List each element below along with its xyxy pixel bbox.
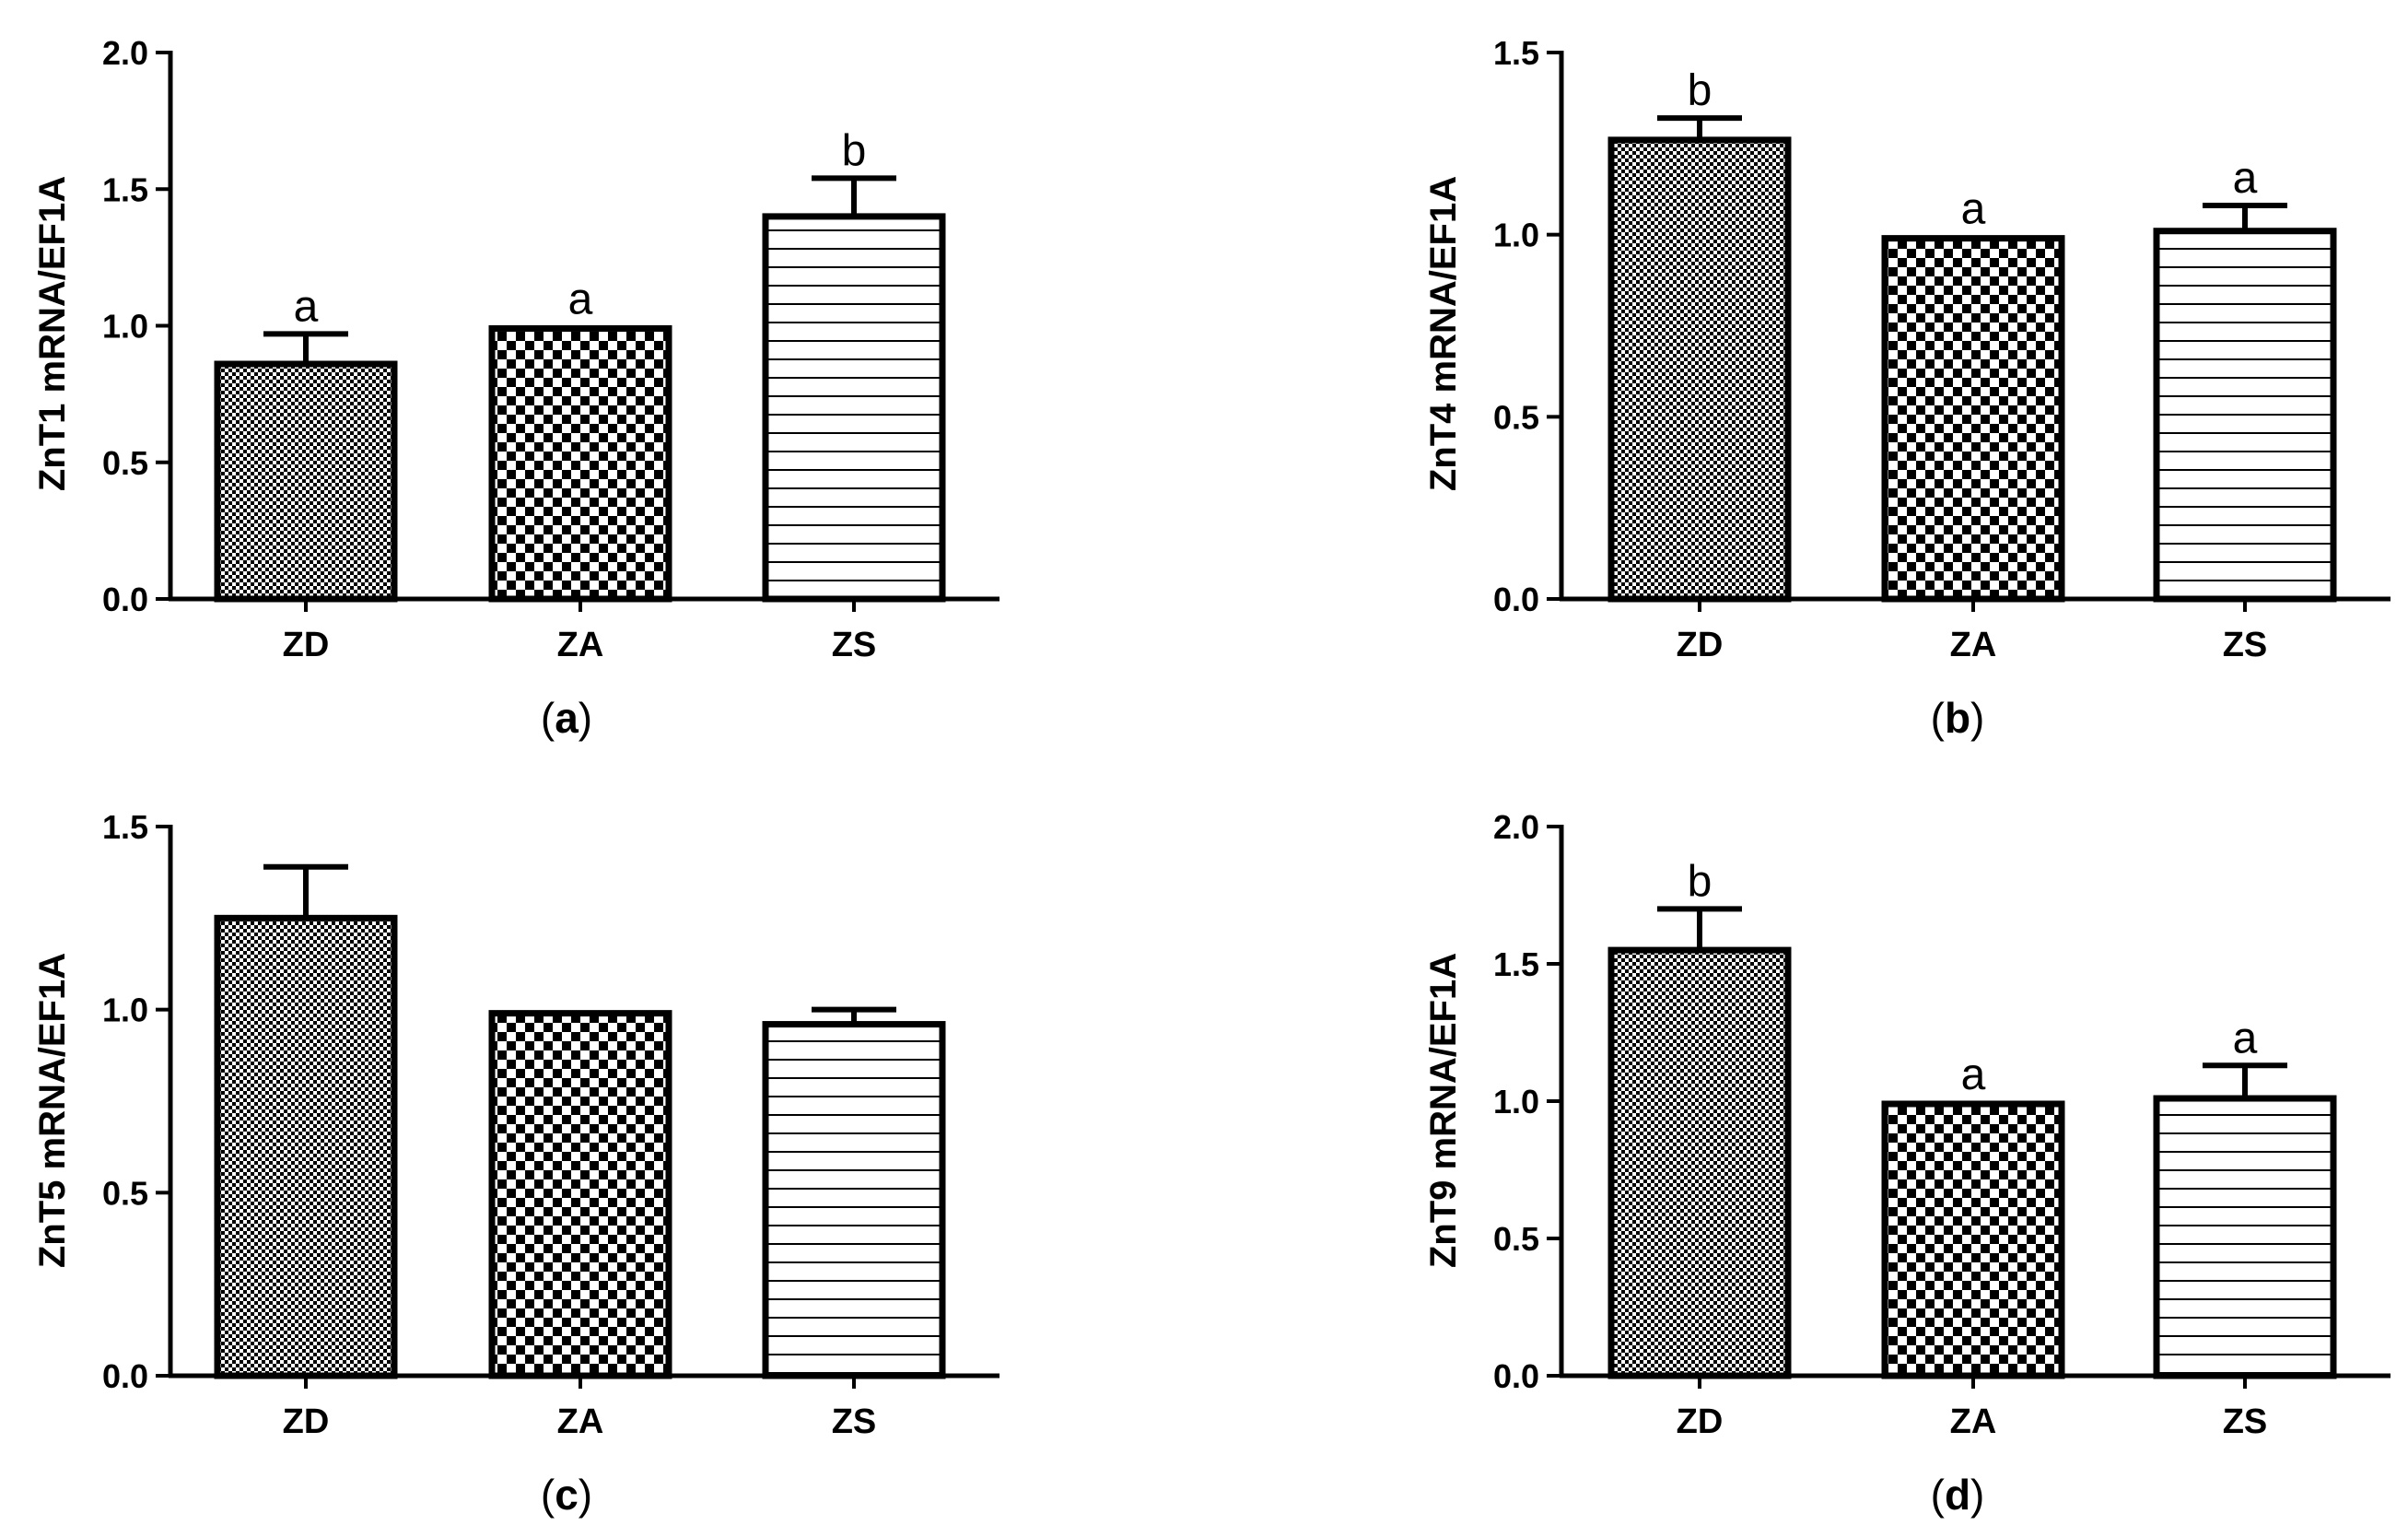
bar-za — [488, 324, 672, 603]
bar-za — [488, 1010, 672, 1379]
bar-zd — [1607, 946, 1792, 1379]
y-tick-label: 1.0 — [1493, 1083, 1539, 1120]
bar-zs — [2153, 1095, 2337, 1379]
y-tick-label: 1.5 — [1493, 945, 1539, 983]
x-tick-label: ZA — [1950, 1402, 1997, 1441]
panel-label: (c) — [541, 1471, 592, 1519]
significance-letter: a — [2233, 154, 2258, 203]
x-tick-label: ZD — [283, 1402, 330, 1441]
y-tick-label: 0.0 — [102, 581, 148, 618]
panel-label: (d) — [1931, 1471, 1985, 1519]
panel-label: (a) — [541, 694, 592, 742]
y-tick-label: 1.5 — [102, 170, 148, 208]
y-tick-label: 0.0 — [102, 1357, 148, 1395]
significance-letter: a — [294, 282, 319, 331]
x-tick-label: ZA — [557, 626, 604, 664]
x-tick-label: ZD — [1677, 1402, 1724, 1441]
y-tick-label: 2.0 — [1493, 808, 1539, 846]
significance-letter: a — [568, 275, 593, 323]
x-tick-label: ZA — [1950, 626, 1997, 664]
significance-letter: b — [1688, 66, 1712, 115]
y-tick-label: 1.5 — [1493, 34, 1539, 72]
significance-letter: a — [1961, 1050, 1986, 1099]
y-tick-label: 0.5 — [1493, 398, 1539, 436]
chart-panel-d: ZnT9 mRNA/EF1A (d) b ZD a ZA a ZS 0.0 0.5 1.0 1.5… — [1423, 808, 2390, 1519]
y-tick-label: 1.0 — [102, 991, 148, 1029]
bar-za — [1881, 235, 2065, 603]
panel-letter: a — [555, 694, 579, 742]
bar-zd — [214, 360, 398, 603]
y-axis-label: ZnT9 mRNA/EF1A — [1423, 953, 1464, 1268]
x-tick-label: ZS — [2223, 626, 2268, 664]
panel-letter: b — [1945, 694, 1970, 742]
y-tick-label: 0.5 — [102, 1174, 148, 1212]
significance-letter: a — [2233, 1014, 2258, 1062]
y-tick-label: 0.0 — [1493, 1357, 1539, 1395]
y-tick-label: 1.5 — [102, 808, 148, 846]
x-tick-label: ZS — [2223, 1402, 2268, 1441]
x-tick-label: ZS — [832, 1402, 877, 1441]
bar-zd — [1607, 136, 1792, 603]
x-tick-label: ZS — [832, 626, 877, 664]
chart-panel-c: ZnT5 mRNA/EF1A (c) ZD ZA ZS 0.0 0.5 1.0 1.5 — [32, 808, 999, 1519]
bar-zs — [762, 1021, 946, 1379]
panel-letter: c — [555, 1471, 579, 1519]
y-tick-label: 1.0 — [1493, 217, 1539, 254]
y-tick-label: 0.5 — [1493, 1220, 1539, 1258]
significance-letter: b — [842, 126, 867, 175]
x-tick-label: ZA — [557, 1402, 604, 1441]
panel-label: (b) — [1931, 694, 1985, 742]
x-tick-label: ZD — [283, 626, 330, 664]
bar-za — [1881, 1100, 2065, 1379]
chart-panel-a: ZnT1 mRNA/EF1A (a) a ZD a ZA b ZS 0.0 0.5 1.0 1.5… — [32, 34, 999, 742]
bar-zd — [214, 914, 398, 1379]
y-tick-label: 1.0 — [102, 308, 148, 346]
y-tick-label: 2.0 — [102, 34, 148, 72]
x-tick-label: ZD — [1677, 626, 1724, 664]
panel-letter: d — [1945, 1471, 1970, 1519]
significance-letter: b — [1688, 857, 1712, 906]
significance-letter: a — [1961, 185, 1986, 234]
bar-zs — [2153, 228, 2337, 603]
chart-panel-b: ZnT4 mRNA/EF1A (b) b ZD a ZA a ZS 0.0 0.5 1.0 1.5 — [1423, 34, 2390, 742]
y-axis-label: ZnT4 mRNA/EF1A — [1423, 176, 1464, 491]
y-tick-label: 0.0 — [1493, 581, 1539, 618]
bar-zs — [762, 213, 946, 603]
y-axis-label: ZnT1 mRNA/EF1A — [32, 176, 73, 491]
y-tick-label: 0.5 — [102, 444, 148, 482]
y-axis-label: ZnT5 mRNA/EF1A — [32, 953, 73, 1268]
